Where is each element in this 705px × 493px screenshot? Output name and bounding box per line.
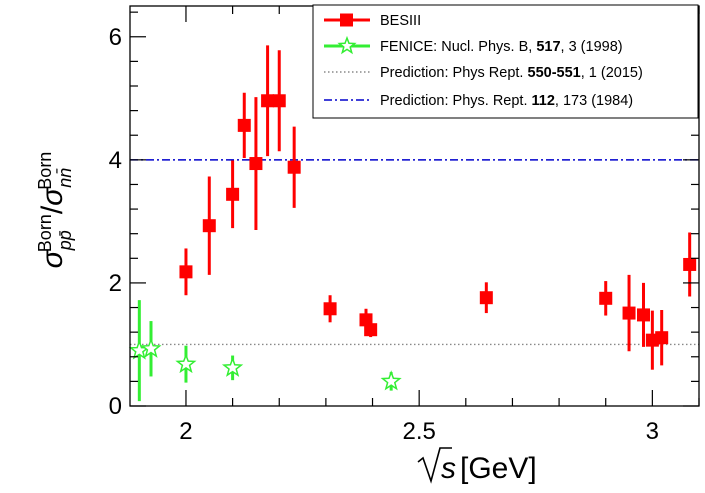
legend-label-text: BESIII (380, 13, 421, 29)
legend-label-text: , 1 (2015) (581, 65, 643, 81)
reference-lines (130, 159, 699, 346)
data-point-1-1 (140, 337, 162, 358)
data-point-0-0 (179, 265, 193, 279)
data-point-0-9 (359, 313, 373, 327)
y-tick-label: 6 (109, 24, 122, 51)
data-point-0-3 (237, 118, 251, 132)
data-point-1-2 (175, 353, 197, 374)
y-title-slash: / (36, 205, 69, 214)
x-tick-label: 2.5 (402, 418, 435, 445)
data-markers (128, 94, 697, 391)
y-title-sub-p: pp̄ (55, 230, 75, 251)
legend-label-text: Prediction: Phys. Rept. (380, 93, 532, 109)
data-point-0-8 (323, 302, 337, 316)
data-point-0-6 (272, 94, 286, 108)
legend-label-0: BESIII (380, 13, 421, 29)
data-point-0-2 (226, 187, 240, 201)
legend-marker-1 (337, 35, 357, 55)
legend-label-bold: 112 (532, 93, 555, 109)
y-title-sigma-p: σ (36, 248, 69, 268)
legend-label-bold: 550-551 (528, 65, 581, 81)
legend: BESIII FENICE: Nucl. Phys. B, 517, 3 (199… (312, 4, 699, 119)
legend-box (312, 4, 699, 119)
y-axis-title: σpp̄Born/σnn̄Born (35, 152, 75, 269)
legend-label-2: Prediction: Phys Rept. 550-551, 1 (2015) (380, 65, 643, 81)
data-point-0-10 (364, 323, 378, 337)
x-axis-title-s: s (441, 452, 456, 485)
legend-label-3: Prediction: Phys. Rept. 112, 173 (1984) (380, 93, 633, 109)
data-point-0-5 (261, 94, 275, 108)
x-tick-label: 3 (646, 418, 659, 445)
data-point-0-4 (249, 157, 263, 171)
y-title-sigma-n: σ (36, 186, 69, 206)
data-point-1-4 (380, 370, 402, 391)
legend-marker-0 (340, 13, 353, 27)
x-axis-title: s [GeV] (417, 447, 537, 485)
tick-labels: 2 2.5 3 0 2 4 6 (109, 24, 659, 445)
legend-label-1: FENICE: Nucl. Phys. B, 517, 3 (1998) (380, 39, 623, 55)
data-point-0-12 (599, 291, 613, 305)
y-tick-label: 2 (109, 270, 122, 297)
y-tick-label: 4 (109, 147, 122, 174)
data-point-0-1 (202, 219, 216, 233)
sqrt-sign (417, 447, 452, 484)
data-point-0-11 (479, 291, 493, 305)
legend-label-text: FENICE: Nucl. Phys. B, (380, 39, 536, 55)
y-title-sup-n: Born (35, 152, 55, 190)
data-point-0-17 (683, 257, 697, 271)
y-tick-label: 0 (109, 393, 122, 420)
svg-text:σpp̄Born/σnn̄Born: σpp̄Born/σnn̄Born (35, 152, 75, 269)
x-tick-label: 2 (179, 418, 192, 445)
data-point-0-14 (636, 308, 650, 322)
data-point-0-16 (655, 331, 669, 345)
data-point-0-13 (622, 306, 636, 320)
y-title-sub-n: nn̄ (55, 168, 75, 188)
data-point-0-7 (287, 160, 301, 174)
legend-label-text: Prediction: Phys Rept. (380, 65, 528, 81)
legend-label-text: , 3 (1998) (561, 39, 623, 55)
legend-label-text: , 173 (1984) (555, 93, 633, 109)
data-point-1-3 (221, 356, 244, 377)
legend-label-bold: 517 (536, 39, 560, 55)
x-axis-title-unit: [GeV] (460, 452, 537, 485)
y-title-sup-p: Born (35, 214, 55, 252)
